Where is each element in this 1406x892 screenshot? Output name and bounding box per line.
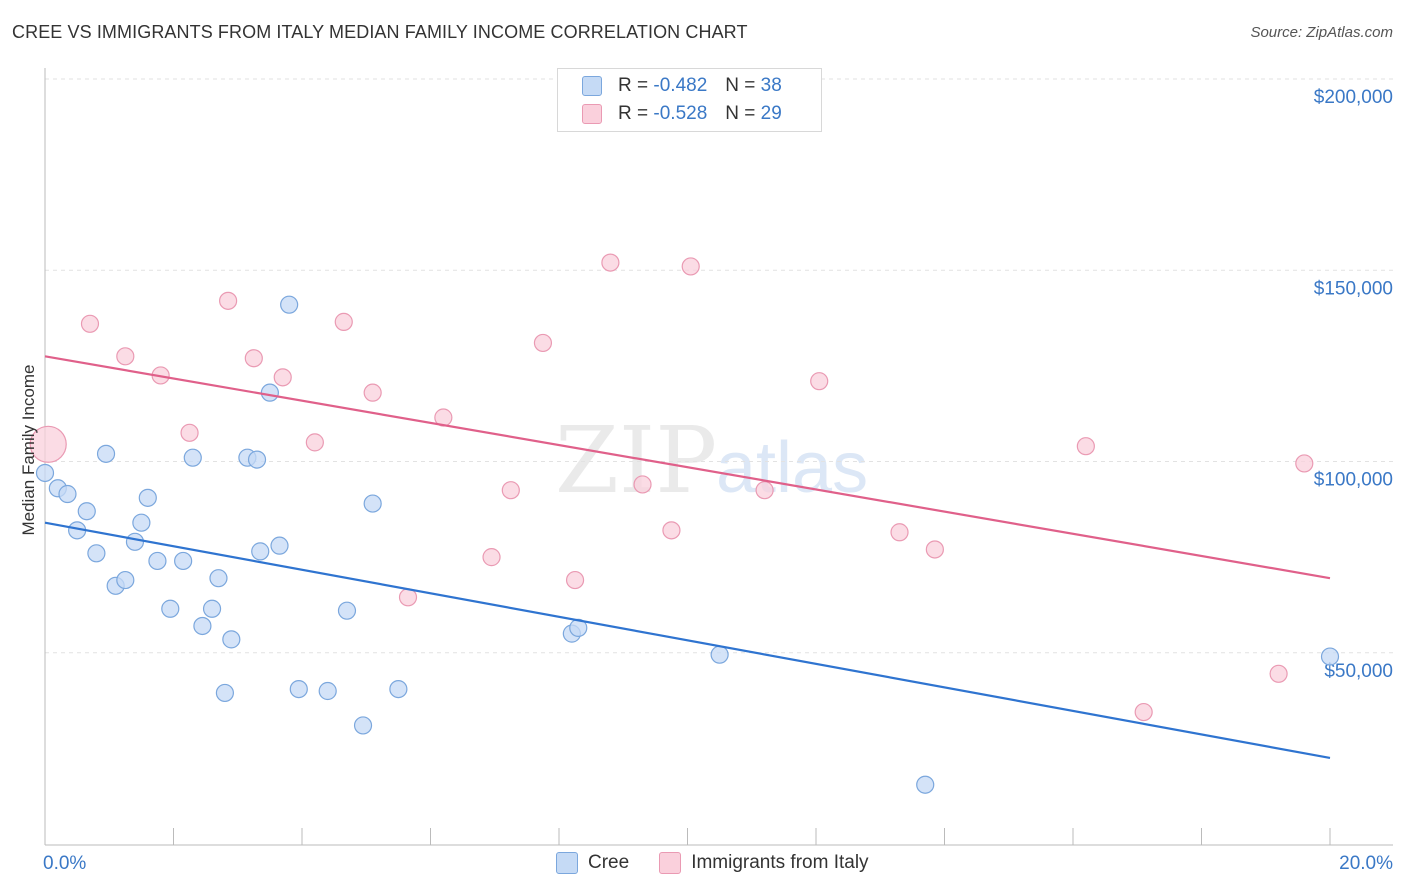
cree-swatch	[582, 76, 602, 96]
italy-point	[925, 540, 944, 559]
italy-point	[681, 257, 700, 276]
cree-point	[148, 551, 167, 571]
cree-point	[353, 716, 373, 735]
y-tick-label: $100,000	[1314, 470, 1393, 491]
cree-point	[222, 630, 241, 649]
italy-point	[755, 481, 774, 500]
cree-point	[193, 616, 212, 636]
cree-point	[251, 542, 270, 561]
cree-point	[87, 544, 106, 563]
cree-point	[209, 569, 228, 588]
watermark-atlas: atlas	[716, 428, 868, 508]
italy-point	[334, 312, 353, 331]
italy-point	[662, 521, 681, 540]
y-tick-label: $200,000	[1314, 87, 1393, 108]
r-label: R =	[618, 75, 649, 96]
italy-legend-label: Immigrants from Italy	[691, 852, 869, 873]
italy-point	[565, 570, 585, 590]
italy-point	[1295, 454, 1314, 473]
italy-point	[890, 523, 909, 542]
italy-n-value: 29	[760, 103, 782, 124]
cree-point	[389, 679, 408, 699]
italy-point	[244, 349, 263, 368]
cree-point	[363, 494, 382, 513]
n-label: N =	[725, 75, 756, 96]
cree-point	[1320, 647, 1340, 666]
cree-point	[96, 444, 116, 463]
italy-point	[80, 314, 100, 333]
legend-item-cree[interactable]: Cree	[556, 852, 629, 874]
r-label: R =	[618, 103, 649, 124]
cree-point	[125, 532, 145, 551]
italy-legend-swatch	[659, 852, 682, 874]
legend-item-italy[interactable]: Immigrants from Italy	[659, 852, 869, 874]
italy-swatch	[582, 104, 602, 124]
x-tick-label-max: 20.0%	[1339, 853, 1393, 874]
italy-point	[601, 253, 620, 272]
legend-row-italy: R = -0.528 N = 29	[582, 102, 782, 126]
cree-n-value: 38	[760, 75, 782, 96]
italy-point	[501, 481, 520, 500]
cree-point	[260, 383, 279, 402]
legend-row-cree: R = -0.482 N = 38	[582, 74, 782, 98]
italy-point	[810, 372, 829, 391]
cree-legend-label: Cree	[588, 852, 630, 873]
source-label: Source: ZipAtlas.com	[1250, 24, 1393, 41]
cree-point	[916, 775, 935, 794]
italy-point	[363, 383, 382, 402]
cree-point	[215, 683, 234, 703]
cree-point	[337, 601, 357, 620]
cree-point	[161, 599, 180, 618]
y-axis-label: Median Family Income	[19, 364, 38, 536]
chart-title: CREE VS IMMIGRANTS FROM ITALY MEDIAN FAM…	[12, 22, 748, 42]
n-label: N =	[725, 103, 756, 124]
italy-point	[180, 423, 199, 442]
cree-point	[202, 599, 222, 618]
italy-point	[482, 548, 501, 567]
cree-r-value: -0.482	[653, 75, 708, 96]
cree-point	[183, 448, 202, 467]
y-tick-label: $150,000	[1314, 278, 1393, 299]
cree-point	[710, 645, 729, 664]
italy-point	[1269, 664, 1288, 683]
x-tick-label-min: 0.0%	[43, 853, 86, 874]
cree-legend-swatch	[556, 852, 578, 874]
cree-point	[318, 681, 337, 701]
cree-point	[132, 513, 151, 532]
series-legend: Cree Immigrants from Italy	[556, 852, 899, 874]
stats-legend: R = -0.482 N = 38 R = -0.528 N = 29	[557, 68, 822, 132]
cree-point	[58, 484, 77, 504]
italy-point	[273, 368, 292, 387]
cree-point	[270, 536, 289, 555]
italy-point	[533, 333, 553, 353]
cree-point	[116, 570, 135, 590]
cree-point	[174, 551, 193, 571]
cree-point	[35, 463, 55, 483]
italy-point	[29, 425, 67, 463]
italy-point	[633, 475, 652, 494]
cree-point	[289, 679, 308, 699]
cree-point	[247, 450, 267, 469]
italy-point	[219, 291, 238, 310]
watermark-zip: ZIP	[555, 407, 717, 514]
cree-trend-line	[44, 521, 1331, 760]
italy-r-value: -0.528	[653, 103, 708, 124]
italy-trend-line	[44, 355, 1331, 580]
y-tick-label: $50,000	[1324, 661, 1393, 682]
italy-point	[1134, 702, 1153, 722]
italy-point	[305, 433, 324, 452]
cree-point	[138, 488, 157, 507]
italy-point	[116, 347, 135, 366]
cree-point	[77, 502, 96, 521]
italy-point	[1076, 437, 1095, 456]
cree-point	[280, 295, 299, 314]
